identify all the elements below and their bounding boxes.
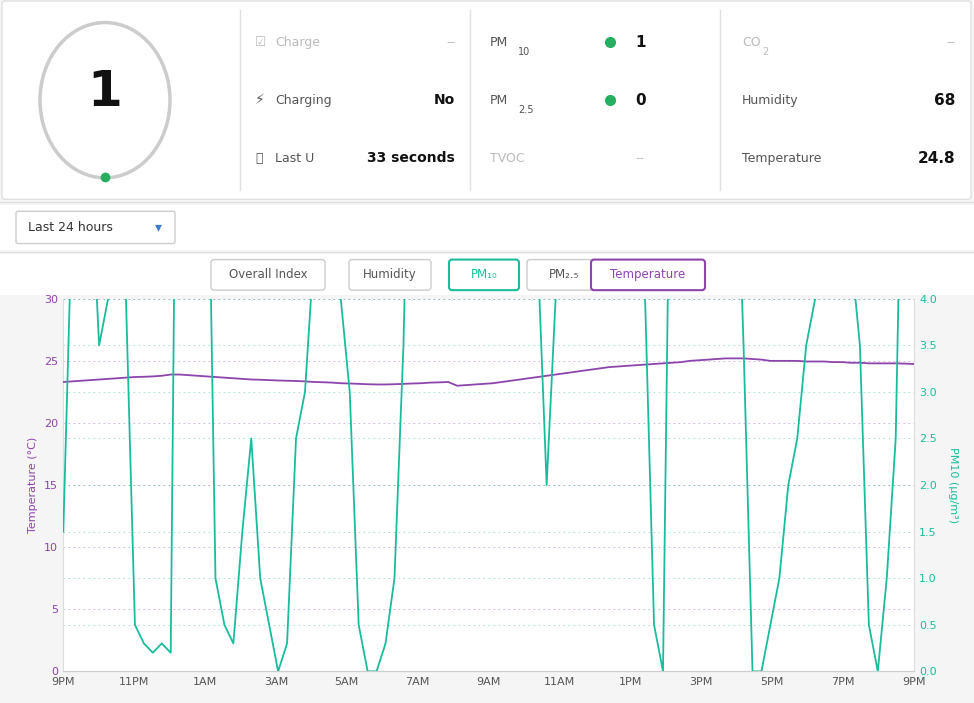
- Text: TVOC: TVOC: [490, 152, 525, 165]
- FancyBboxPatch shape: [591, 259, 705, 290]
- Text: PM₂.₅: PM₂.₅: [548, 269, 580, 281]
- Text: 1: 1: [88, 68, 123, 116]
- Text: PM: PM: [490, 36, 508, 49]
- FancyBboxPatch shape: [0, 254, 974, 295]
- FancyBboxPatch shape: [16, 212, 175, 243]
- Text: 2.5: 2.5: [518, 105, 534, 115]
- Text: Temperature: Temperature: [742, 152, 821, 165]
- Text: Temperature: Temperature: [611, 269, 686, 281]
- Text: --: --: [946, 36, 955, 49]
- Text: --: --: [635, 152, 644, 165]
- Text: 33 seconds: 33 seconds: [367, 151, 455, 165]
- Text: Humidity: Humidity: [363, 269, 417, 281]
- FancyBboxPatch shape: [449, 259, 519, 290]
- Text: 1: 1: [635, 34, 646, 50]
- Text: CO: CO: [742, 36, 761, 49]
- Text: Overall Index: Overall Index: [229, 269, 308, 281]
- FancyBboxPatch shape: [349, 259, 431, 290]
- Text: Charge: Charge: [275, 36, 320, 49]
- Text: No: No: [433, 93, 455, 107]
- FancyBboxPatch shape: [2, 1, 971, 200]
- Text: ⏰: ⏰: [255, 152, 263, 165]
- Text: Humidity: Humidity: [742, 93, 799, 107]
- Text: PM: PM: [490, 93, 508, 107]
- Text: 68: 68: [934, 93, 955, 108]
- Text: Last U: Last U: [275, 152, 315, 165]
- Text: ☑: ☑: [255, 36, 266, 49]
- Text: ▾: ▾: [155, 221, 162, 234]
- FancyBboxPatch shape: [0, 205, 974, 250]
- Text: Charging: Charging: [275, 93, 331, 107]
- FancyBboxPatch shape: [211, 259, 325, 290]
- Text: 24.8: 24.8: [918, 150, 955, 166]
- Text: 2: 2: [762, 47, 768, 57]
- Text: PM₁₀: PM₁₀: [470, 269, 498, 281]
- Text: Last 24 hours: Last 24 hours: [28, 221, 113, 234]
- Text: ⚡: ⚡: [255, 93, 265, 107]
- Y-axis label: Temperature (°C): Temperature (°C): [28, 437, 38, 533]
- Text: 0: 0: [635, 93, 646, 108]
- Text: 10: 10: [518, 47, 530, 57]
- Y-axis label: PM10 (μg/m³): PM10 (μg/m³): [948, 447, 958, 523]
- Text: --: --: [446, 36, 455, 49]
- FancyBboxPatch shape: [527, 259, 601, 290]
